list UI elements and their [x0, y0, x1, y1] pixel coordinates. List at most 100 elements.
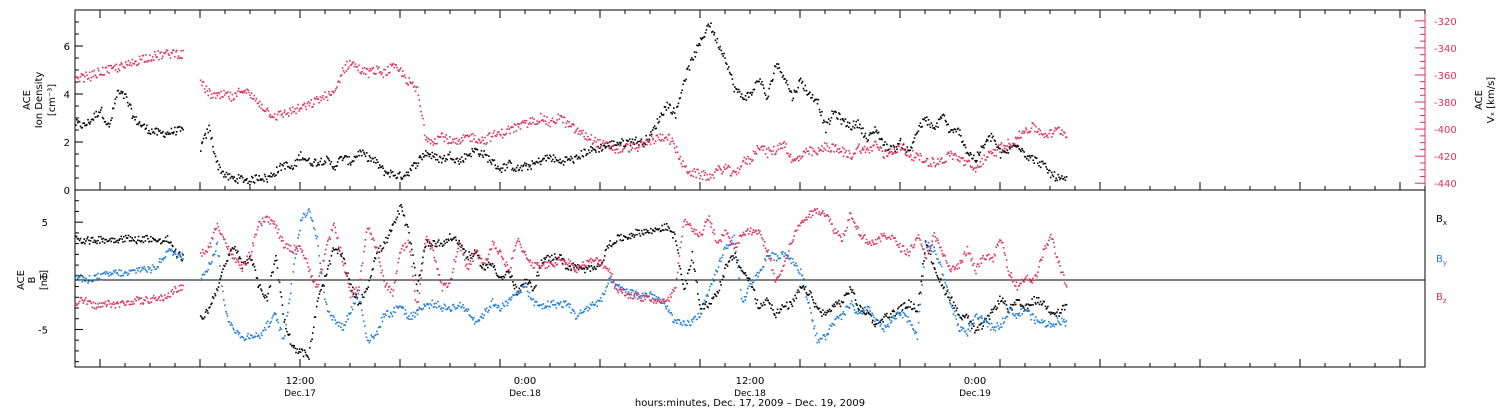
data-point	[473, 249, 476, 251]
data-point	[179, 254, 181, 256]
data-point	[387, 173, 389, 175]
data-point	[964, 316, 966, 319]
data-point	[97, 272, 99, 275]
data-point	[509, 276, 511, 278]
data-point	[716, 169, 719, 172]
data-point	[266, 300, 269, 302]
data-point	[952, 301, 955, 304]
data-point	[171, 288, 174, 291]
data-point	[145, 296, 147, 298]
data-point	[634, 234, 636, 236]
data-point	[514, 293, 517, 296]
data-point	[232, 177, 234, 180]
data-point	[258, 175, 260, 177]
data-point	[765, 297, 768, 299]
data-point	[638, 232, 641, 235]
data-point	[547, 156, 549, 159]
data-point	[199, 252, 202, 254]
data-point	[423, 242, 426, 245]
data-point	[486, 263, 488, 266]
data-point	[413, 262, 415, 265]
data-point	[959, 316, 961, 319]
data-point	[783, 305, 785, 308]
data-point	[989, 312, 992, 314]
data-point	[282, 116, 284, 118]
data-point	[577, 156, 580, 158]
data-point	[294, 347, 297, 350]
data-point	[223, 94, 226, 96]
data-point	[676, 106, 678, 108]
data-point	[775, 312, 778, 314]
data-point	[642, 294, 645, 297]
data-point	[156, 134, 158, 136]
data-point	[812, 320, 814, 322]
data-point	[316, 235, 319, 238]
data-point	[1038, 133, 1041, 136]
data-point	[638, 295, 641, 298]
data-point	[737, 171, 740, 174]
data-point	[432, 306, 435, 308]
data-point	[668, 133, 670, 136]
data-point	[1003, 144, 1005, 147]
top-panel-series	[75, 22, 1068, 186]
data-point	[543, 157, 545, 160]
data-point	[178, 253, 181, 255]
data-point	[476, 142, 479, 144]
data-point	[1046, 307, 1048, 309]
data-point	[532, 121, 534, 124]
data-point	[827, 118, 830, 120]
data-point	[605, 286, 608, 289]
data-point	[804, 84, 807, 87]
data-point	[930, 122, 933, 124]
data-point	[984, 143, 986, 146]
data-point	[280, 240, 283, 242]
data-point	[173, 291, 175, 293]
data-point	[586, 152, 589, 155]
data-point	[220, 90, 222, 93]
data-point	[438, 161, 440, 163]
data-point	[822, 150, 824, 153]
data-point	[569, 265, 572, 267]
data-point	[227, 253, 230, 256]
data-point	[440, 308, 442, 310]
data-point	[303, 104, 305, 106]
data-point	[340, 74, 343, 76]
data-point	[688, 321, 690, 323]
data-point	[999, 148, 1001, 150]
data-point	[615, 148, 618, 150]
data-point	[526, 258, 529, 261]
data-point	[595, 141, 597, 143]
data-point	[511, 168, 513, 171]
data-point	[310, 276, 312, 278]
data-point	[93, 69, 95, 72]
data-point	[699, 177, 701, 180]
data-point	[1014, 143, 1016, 145]
data-point	[605, 141, 608, 143]
data-point	[164, 296, 167, 299]
data-point	[1006, 308, 1009, 310]
data-point	[614, 144, 617, 146]
data-point	[865, 137, 868, 140]
data-point	[704, 303, 707, 306]
data-point	[336, 165, 338, 167]
data-point	[598, 151, 600, 153]
data-point	[527, 282, 530, 284]
data-point	[107, 240, 109, 242]
data-point	[609, 240, 611, 242]
data-point	[736, 259, 738, 261]
data-point	[846, 293, 848, 295]
data-point	[591, 143, 594, 145]
data-point	[669, 312, 671, 314]
data-point	[361, 262, 364, 264]
data-point	[780, 71, 783, 74]
data-point	[975, 329, 978, 331]
data-point	[289, 343, 292, 345]
data-point	[424, 305, 427, 307]
data-point	[665, 109, 668, 111]
data-point	[614, 152, 617, 154]
data-point	[432, 249, 435, 252]
data-point	[131, 117, 133, 119]
data-point	[746, 277, 749, 279]
data-point	[1009, 306, 1011, 309]
data-point	[445, 158, 447, 160]
